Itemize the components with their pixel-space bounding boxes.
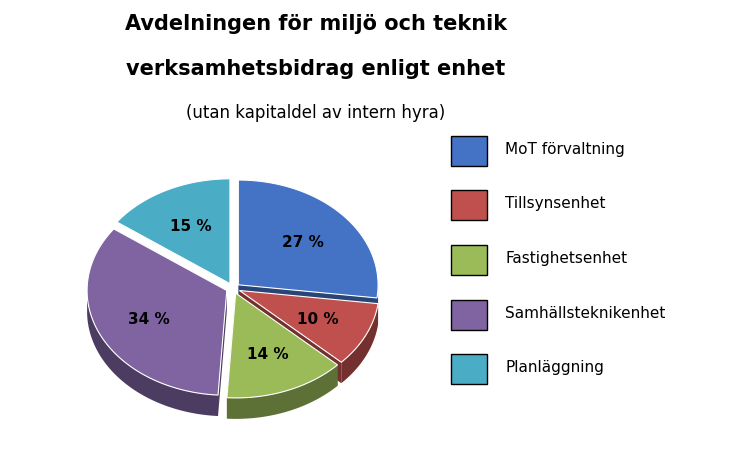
Text: 34 %: 34 %: [128, 311, 169, 326]
Text: 14 %: 14 %: [247, 346, 288, 361]
Polygon shape: [227, 294, 338, 398]
Text: verksamhetsbidrag enligt enhet: verksamhetsbidrag enligt enhet: [126, 59, 505, 78]
Text: 15 %: 15 %: [170, 219, 211, 234]
Text: Samhällsteknikenhet: Samhällsteknikenhet: [505, 305, 666, 320]
Text: (utan kapitaldel av intern hyra): (utan kapitaldel av intern hyra): [186, 104, 445, 122]
Polygon shape: [87, 230, 227, 395]
FancyBboxPatch shape: [451, 136, 487, 166]
Polygon shape: [238, 181, 378, 298]
Text: Avdelningen för miljö och teknik: Avdelningen för miljö och teknik: [125, 14, 507, 33]
Text: 27 %: 27 %: [283, 235, 324, 250]
Polygon shape: [218, 291, 227, 416]
Text: Tillsynsenhet: Tillsynsenhet: [505, 196, 606, 211]
Polygon shape: [117, 179, 230, 284]
Text: 10 %: 10 %: [297, 311, 338, 326]
Polygon shape: [239, 291, 378, 325]
Polygon shape: [87, 293, 218, 416]
Polygon shape: [227, 294, 235, 419]
Polygon shape: [239, 291, 341, 383]
FancyBboxPatch shape: [451, 245, 487, 275]
Polygon shape: [227, 365, 338, 419]
FancyBboxPatch shape: [451, 300, 487, 330]
Polygon shape: [239, 291, 378, 363]
FancyBboxPatch shape: [451, 354, 487, 384]
Text: MoT förvaltning: MoT förvaltning: [505, 141, 625, 156]
Polygon shape: [238, 285, 377, 319]
Polygon shape: [235, 294, 338, 386]
FancyBboxPatch shape: [451, 191, 487, 221]
Text: Planläggning: Planläggning: [505, 359, 604, 375]
Text: Fastighetsenhet: Fastighetsenhet: [505, 250, 627, 266]
Polygon shape: [377, 286, 378, 319]
Polygon shape: [341, 304, 378, 383]
